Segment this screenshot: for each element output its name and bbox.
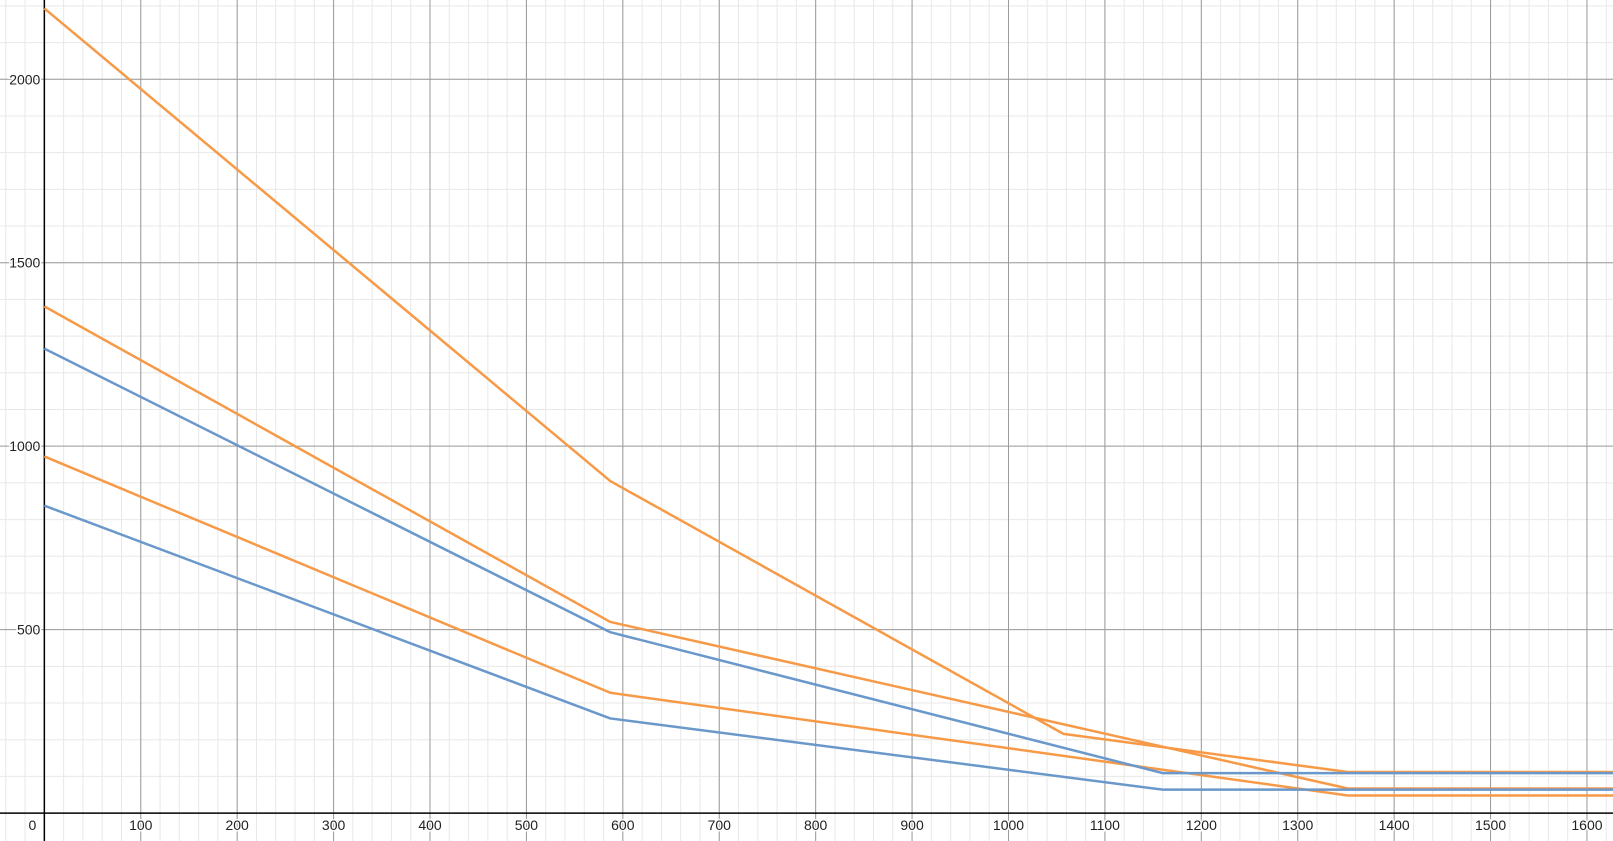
- x-tick-label: 1500: [1475, 817, 1506, 833]
- x-tick-label: 300: [322, 817, 346, 833]
- x-tick-label: 600: [611, 817, 635, 833]
- x-tick-label: 200: [225, 817, 249, 833]
- x-tick-label: 700: [708, 817, 732, 833]
- x-tick-label: 1300: [1282, 817, 1313, 833]
- x-tick-label: 1400: [1379, 817, 1410, 833]
- series-line: [43, 305, 1613, 790]
- x-tick-label: 0: [29, 817, 37, 833]
- series-line: [43, 7, 1613, 774]
- y-tick-label: 1000: [9, 438, 40, 454]
- series-line: [43, 347, 1613, 775]
- x-tick-label: 800: [804, 817, 828, 833]
- series-line: [43, 504, 1613, 791]
- x-tick-label: 1000: [993, 817, 1024, 833]
- x-tick-label: 100: [129, 817, 153, 833]
- y-tick-label: 2000: [9, 71, 40, 87]
- x-tick-label: 400: [418, 817, 442, 833]
- y-tick-label: 500: [17, 622, 41, 638]
- x-tick-label: 1100: [1090, 817, 1120, 833]
- x-tick-label: 1200: [1186, 817, 1217, 833]
- x-tick-label: 900: [900, 817, 924, 833]
- series-line: [43, 455, 1613, 797]
- x-tick-label: 500: [515, 817, 539, 833]
- y-tick-label: 1500: [9, 255, 40, 271]
- x-tick-label: 1600: [1571, 817, 1602, 833]
